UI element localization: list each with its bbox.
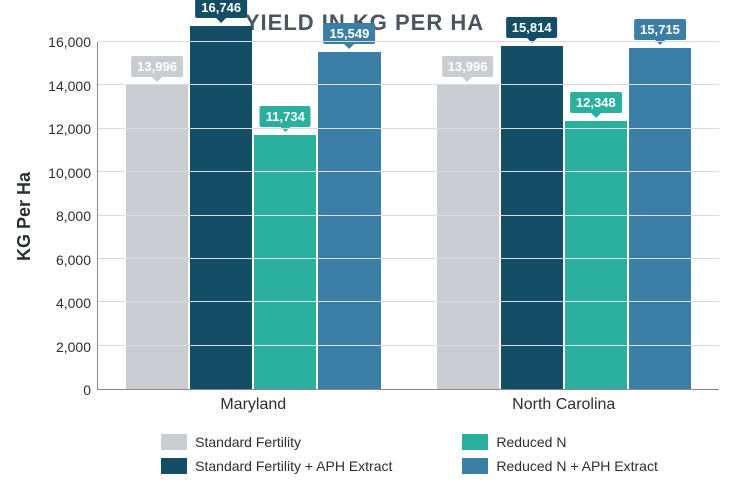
- bar-fill: [254, 135, 316, 389]
- x-tick-label: Maryland: [98, 396, 409, 414]
- legend-item: Reduced N: [462, 434, 657, 450]
- y-tick: 16,000: [48, 34, 91, 50]
- bar-value-label: 15,814: [506, 17, 558, 38]
- bar: 11,734: [254, 42, 316, 389]
- y-tick: 2,000: [56, 339, 91, 355]
- legend: Standard Fertility Reduced N Standard Fert…: [100, 434, 719, 474]
- x-axis-labels: MarylandNorth Carolina: [98, 396, 719, 414]
- y-axis: 02,0004,0006,0008,00010,00012,00014,0001…: [39, 42, 97, 390]
- legend-label: Reduced N + APH Extract: [496, 458, 657, 474]
- legend-swatch: [462, 458, 488, 474]
- bar-value-label: 11,734: [260, 106, 311, 127]
- plot-area: KG Per Ha 02,0004,0006,0008,00010,00012,…: [10, 42, 719, 390]
- legend-item: Standard Fertility + APH Extract: [161, 458, 392, 474]
- bar-fill: [126, 85, 188, 389]
- legend-label: Standard Fertility + APH Extract: [195, 458, 392, 474]
- bar: 16,746: [190, 42, 252, 389]
- bar-value-label: 12,348: [570, 92, 622, 113]
- y-tick: 14,000: [48, 78, 91, 94]
- gridline: [98, 258, 719, 259]
- yield-chart: YIELD IN KG PER HA KG Per Ha 02,0004,000…: [0, 0, 739, 504]
- y-tick: 4,000: [56, 295, 91, 311]
- bar-value-label: 13,996: [131, 56, 183, 77]
- legend-swatch: [161, 434, 187, 450]
- gridline: [98, 345, 719, 346]
- x-tick-label: North Carolina: [409, 396, 720, 414]
- legend-item: Standard Fertility: [161, 434, 392, 450]
- y-tick: 0: [83, 382, 91, 398]
- bar-value-label: 15,715: [634, 19, 686, 40]
- bar-value-label: 16,746: [195, 0, 247, 18]
- bar: 15,715: [629, 42, 691, 389]
- gridline: [98, 128, 719, 129]
- y-axis-label: KG Per Ha: [10, 42, 39, 390]
- legend-swatch: [161, 458, 187, 474]
- bar: 13,996: [437, 42, 499, 389]
- bar-group: 13,996 15,814 12,348 15,715: [409, 42, 720, 389]
- y-tick: 12,000: [48, 121, 91, 137]
- bar-value-label: 13,996: [442, 56, 494, 77]
- bar: 15,814: [501, 42, 563, 389]
- legend-item: Reduced N + APH Extract: [462, 458, 657, 474]
- bar: 15,549: [318, 42, 380, 389]
- gridline: [98, 171, 719, 172]
- legend-label: Standard Fertility: [195, 434, 301, 450]
- gridline: [98, 215, 719, 216]
- plot: 13,996 16,746 11,734 15,549 13,996 15,814 12,3…: [97, 42, 719, 390]
- y-tick: 8,000: [56, 208, 91, 224]
- bar-fill: [565, 121, 627, 389]
- bar-fill: [501, 46, 563, 389]
- bar-group: 13,996 16,746 11,734 15,549: [98, 42, 409, 389]
- legend-swatch: [462, 434, 488, 450]
- y-tick: 6,000: [56, 252, 91, 268]
- bar: 12,348: [565, 42, 627, 389]
- bar: 13,996: [126, 42, 188, 389]
- bar-fill: [629, 48, 691, 389]
- gridline: [98, 84, 719, 85]
- bar-fill: [190, 26, 252, 389]
- gridline: [98, 41, 719, 42]
- bar-fill: [437, 85, 499, 389]
- bar-groups: 13,996 16,746 11,734 15,549 13,996 15,814 12,3…: [98, 42, 719, 389]
- legend-label: Reduced N: [496, 434, 566, 450]
- y-tick: 10,000: [48, 165, 91, 181]
- gridline: [98, 301, 719, 302]
- bar-fill: [318, 52, 380, 389]
